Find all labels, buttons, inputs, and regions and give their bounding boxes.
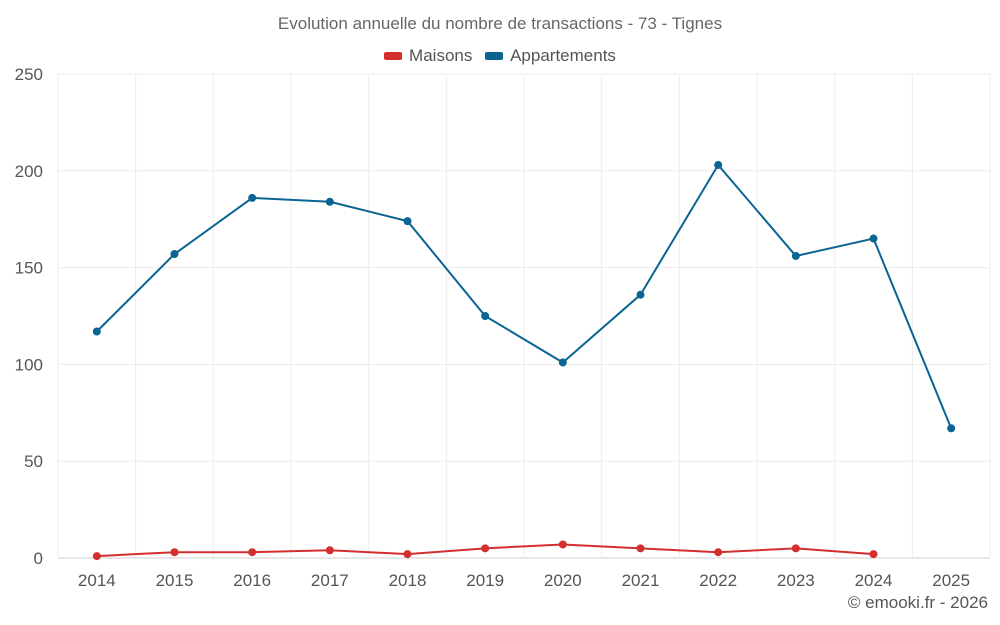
data-point-appartements: [869, 234, 878, 243]
x-tick-label: 2015: [156, 571, 194, 590]
data-point-appartements: [636, 290, 645, 299]
y-tick-label: 200: [15, 162, 43, 181]
data-point-maisons: [636, 544, 645, 553]
legend: Maisons Appartements: [0, 45, 1000, 66]
x-tick-label: 2023: [777, 571, 815, 590]
data-point-maisons: [558, 540, 567, 549]
chart-title: Evolution annuelle du nombre de transact…: [277, 14, 723, 33]
data-point-appartements: [791, 251, 800, 260]
data-point-appartements: [481, 312, 490, 320]
y-tick-label: 50: [24, 452, 43, 471]
data-point-maisons: [92, 552, 101, 561]
y-tick-label: 100: [15, 355, 43, 374]
x-tick-label: 2019: [466, 571, 504, 590]
y-tick-label: 150: [15, 259, 43, 278]
y-tick-label: 0: [34, 549, 43, 568]
data-point-appartements: [325, 197, 334, 206]
x-tick-label: 2024: [855, 571, 893, 590]
legend-label-maisons: Maisons: [409, 46, 473, 65]
data-point-appartements: [248, 193, 257, 202]
data-point-maisons: [170, 548, 179, 557]
data-point-appartements: [714, 160, 723, 169]
x-tick-label: 2018: [389, 571, 427, 590]
legend-swatch-maisons: [384, 52, 403, 60]
x-tick-label: 2014: [78, 571, 116, 590]
data-point-appartements: [947, 424, 956, 433]
data-point-appartements: [170, 250, 179, 259]
data-point-maisons: [248, 548, 257, 557]
credit: © emooki.fr - 2026: [847, 593, 988, 612]
data-point-maisons: [791, 544, 800, 553]
x-tick-label: 2022: [699, 571, 737, 590]
x-tick-label: 2017: [311, 571, 349, 590]
legend-swatch-appartements: [485, 52, 504, 60]
data-point-maisons: [403, 550, 412, 559]
data-point-maisons: [869, 550, 878, 559]
data-point-maisons: [714, 548, 723, 557]
series-line-appartements: [96, 163, 953, 429]
x-tick-label: 2021: [622, 571, 660, 590]
x-tick-label: 2025: [932, 571, 970, 590]
x-tick-label: 2020: [544, 571, 582, 590]
data-point-appartements: [558, 358, 567, 367]
legend-label-appartements: Appartements: [510, 46, 616, 65]
data-point-maisons: [325, 546, 334, 555]
data-point-maisons: [481, 544, 490, 553]
legend-item-appartements[interactable]: Appartements: [485, 46, 616, 66]
x-tick-label: 2016: [233, 571, 271, 590]
y-tick-label: 250: [15, 65, 43, 84]
legend-item-maisons[interactable]: Maisons: [384, 46, 472, 66]
data-point-appartements: [92, 327, 101, 336]
data-point-appartements: [403, 217, 412, 226]
